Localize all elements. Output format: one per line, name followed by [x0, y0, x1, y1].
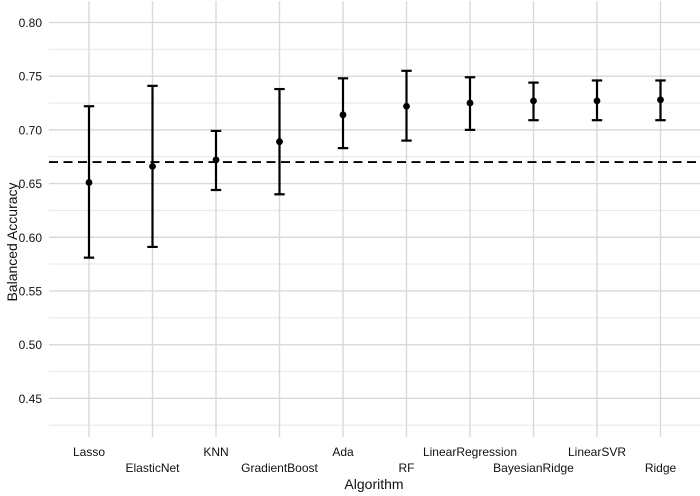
error-bar-linearregression	[464, 76, 476, 131]
data-point	[530, 97, 537, 105]
x-axis-title: Algorithm	[344, 476, 403, 492]
y-tick-label: 0.75	[19, 70, 43, 84]
error-bar-elasticnet	[147, 84, 158, 249]
data-point	[149, 162, 156, 170]
y-tick-label: 0.65	[19, 177, 43, 191]
error-bar-rf	[401, 69, 412, 142]
error-bar-ridge	[655, 79, 666, 122]
data-point	[212, 156, 220, 164]
data-point	[466, 99, 474, 107]
y-tick-label: 0.50	[19, 338, 43, 352]
x-tick-label: GradientBoost	[241, 461, 318, 475]
error-bar-linearsvr	[591, 79, 603, 122]
data-point	[85, 179, 93, 186]
data-point	[403, 102, 410, 110]
x-tick-label: Ada	[332, 445, 354, 459]
y-tick-label: 0.60	[19, 231, 43, 245]
x-tick-labels: Lasso ElasticNet KNN GradientBoost Ada RF Line…	[73, 445, 677, 475]
x-tick-label: LinearRegression	[423, 445, 517, 459]
y-tick-label: 0.70	[19, 123, 43, 137]
y-tick-label: 0.80	[19, 16, 43, 30]
x-tick-label: RF	[399, 461, 415, 475]
data-point	[339, 111, 347, 119]
error-bars	[83, 69, 666, 259]
y-tick-label: 0.45	[19, 392, 43, 406]
y-tick-label: 0.55	[19, 284, 43, 298]
x-tick-label: ElasticNet	[125, 461, 180, 475]
error-bar-lasso	[83, 105, 95, 259]
error-bar-knn	[210, 129, 222, 192]
x-tick-label: Ridge	[645, 461, 677, 475]
error-bar-gradientboost	[274, 87, 285, 196]
major-gridlines	[49, 21, 700, 400]
x-tick-label: BayesianRidge	[493, 461, 574, 475]
data-point	[657, 96, 664, 104]
y-tick-labels: 0.45 0.50 0.55 0.60 0.65 0.70 0.75 0.80	[19, 16, 43, 406]
data-point	[276, 138, 283, 146]
y-axis-title: Balanced Accuracy	[4, 182, 20, 301]
x-tick-label: LinearSVR	[568, 445, 626, 459]
x-tick-label: KNN	[203, 445, 228, 459]
error-bar-bayesianridge	[528, 81, 539, 122]
error-bar-ada	[337, 77, 349, 150]
data-point	[593, 97, 601, 105]
x-tick-label: Lasso	[73, 445, 105, 459]
minor-gridlines	[49, 48, 700, 426]
